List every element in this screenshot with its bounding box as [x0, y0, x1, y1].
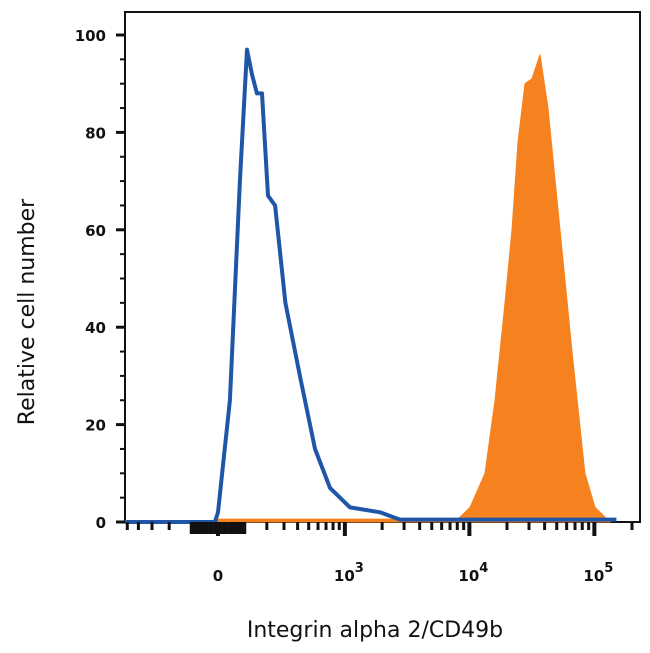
series-layer [125, 47, 617, 524]
y-tick-label: 60 [85, 222, 106, 240]
x-tick-base: 10 [458, 567, 479, 585]
y-tick-label: 40 [85, 319, 106, 337]
x-tick-label: 104 [458, 561, 488, 585]
x-tick-label: 103 [334, 561, 364, 585]
y-axis-title: Relative cell number [15, 198, 40, 425]
x-tick-label: 0 [213, 567, 223, 585]
x-axis-title: Integrin alpha 2/CD49b [247, 618, 503, 643]
x-tick-base: 10 [583, 567, 604, 585]
y-tick-label: 20 [85, 417, 106, 435]
x-tick-base: 0 [213, 567, 223, 585]
y-tick-label: 0 [96, 514, 106, 532]
x-tick-base: 10 [334, 567, 355, 585]
series-fill-1 [217, 54, 612, 523]
series-line-0 [125, 47, 617, 524]
y-tick-label: 80 [85, 124, 106, 142]
y-tick-label: 100 [75, 27, 106, 45]
y-axis: 0 20 40 60 80 100 [75, 27, 125, 532]
x-tick-exponent: 5 [604, 561, 613, 576]
x-tick-label: 105 [583, 561, 613, 585]
x-tick-exponent: 4 [479, 561, 488, 576]
x-tick-exponent: 3 [355, 561, 364, 576]
x-axis: 0 103 104 105 [125, 522, 634, 585]
